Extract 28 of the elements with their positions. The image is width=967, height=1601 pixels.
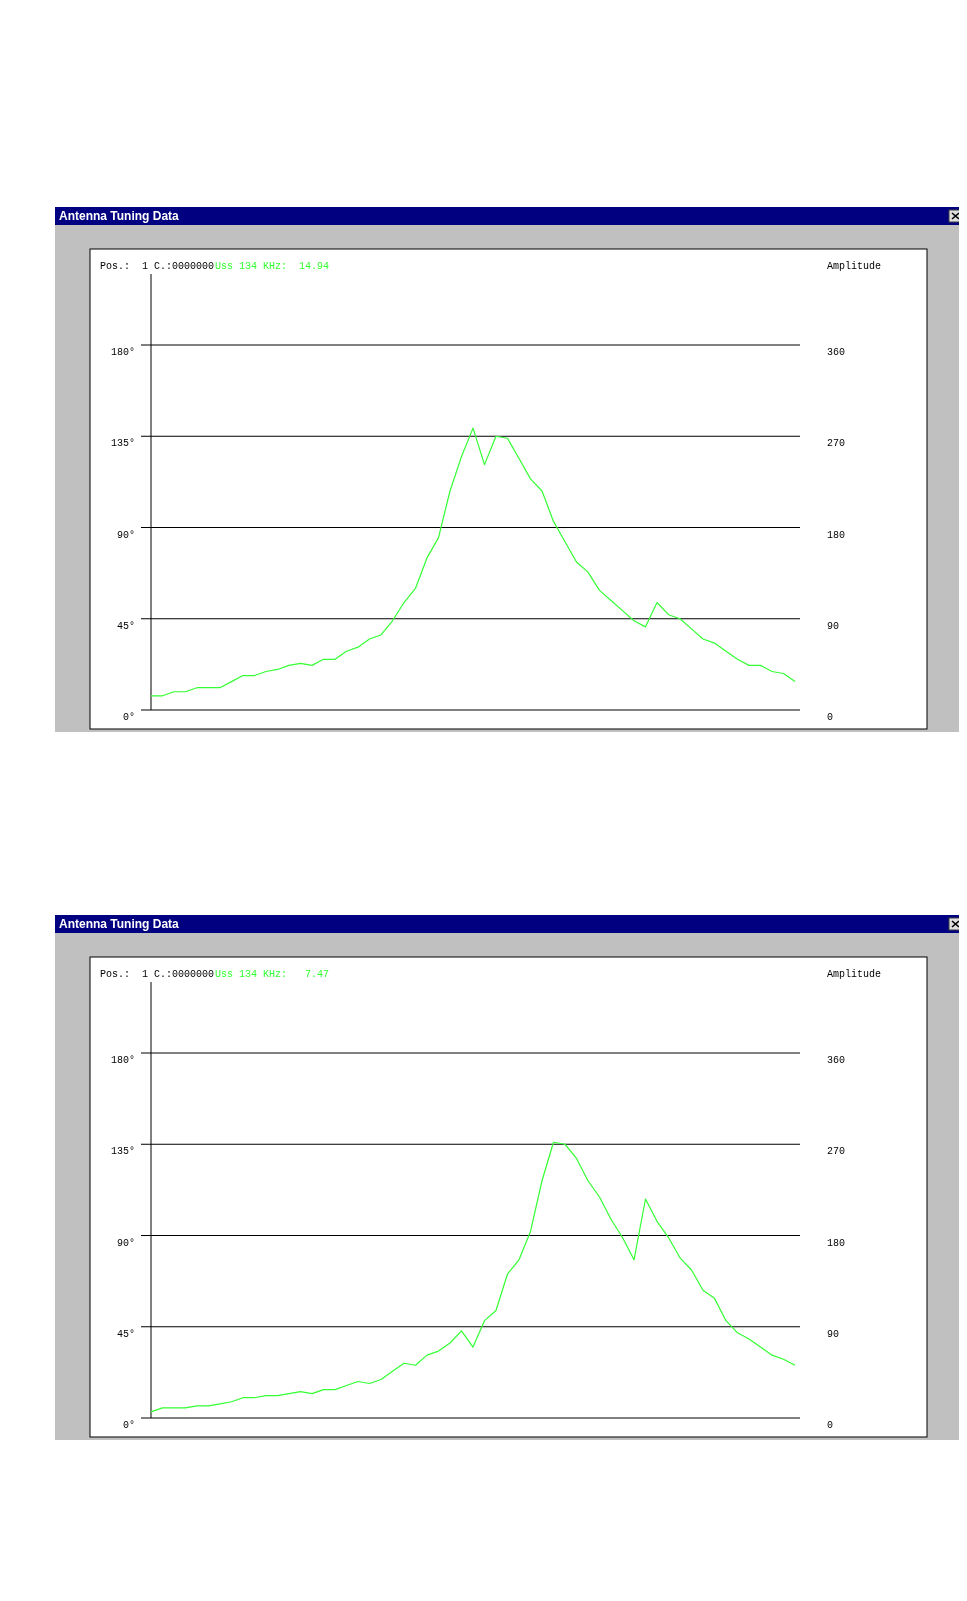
y2-tick-label: 0: [827, 1420, 834, 1431]
text: Uss 134 KHz: 14.94: [215, 261, 330, 272]
chart-title: Antenna Tuning Data: [59, 209, 180, 223]
y-tick-label: 0°: [122, 1420, 135, 1431]
y2-tick-label: 90: [827, 1328, 840, 1340]
chart-title: Antenna Tuning Data: [59, 917, 180, 931]
y2-axis-title: Amplitude: [827, 969, 882, 980]
y-tick-label: 0°: [122, 712, 135, 723]
y2-tick-label: 180: [827, 1237, 846, 1249]
y2-tick-label: 270: [827, 438, 846, 450]
y2-tick-label: 180: [827, 529, 846, 541]
y-tick-label: 90°: [116, 1237, 135, 1249]
y-tick-label: 90°: [116, 529, 135, 541]
y-tick-label: 180°: [110, 347, 135, 358]
text: Pos.: 1 C.:0000000: [100, 261, 215, 272]
text: Pos.: 1 C.:0000000: [100, 969, 215, 980]
y2-tick-label: 90: [827, 620, 840, 632]
y2-tick-label: 270: [827, 1146, 846, 1158]
y-tick-label: 45°: [116, 620, 135, 632]
y2-axis-title: Amplitude: [827, 261, 882, 272]
text: Uss 134 KHz: 7.47: [215, 969, 330, 980]
y-tick-label: 180°: [110, 1055, 135, 1066]
y-tick-label: 45°: [116, 1328, 135, 1340]
y2-tick-label: 0: [827, 712, 834, 723]
y2-tick-label: 360: [827, 347, 846, 358]
y-tick-label: 135°: [110, 438, 135, 450]
y2-tick-label: 360: [827, 1055, 846, 1066]
y-tick-label: 135°: [110, 1146, 135, 1158]
